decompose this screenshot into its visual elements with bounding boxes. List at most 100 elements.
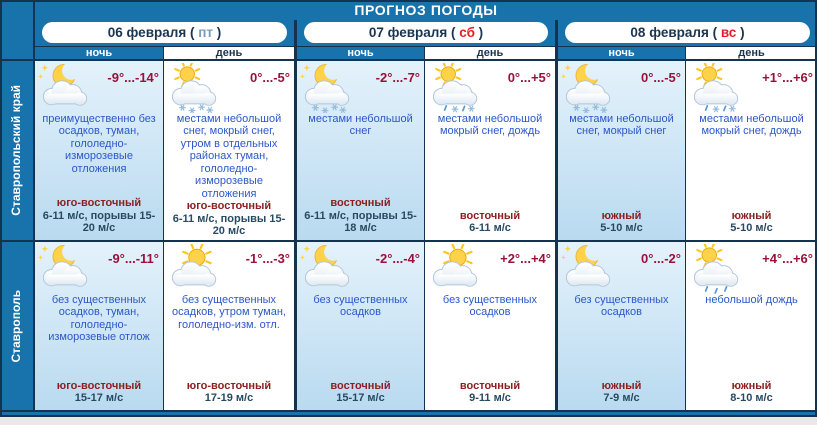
- date-pill: 08 февраля ( вс ): [565, 22, 810, 43]
- column-header-night: ночь: [555, 46, 685, 61]
- wind-info: южный 5-10 м/с: [689, 210, 814, 237]
- column-header-day: день: [163, 46, 294, 61]
- column-header-night: ночь: [294, 46, 424, 61]
- wind-speed: 6-11 м/с, порывы 15-20 м/с: [172, 212, 286, 238]
- date-tab-saturday: 07 февраля ( сб ): [294, 20, 555, 46]
- moon-cloud-icon: [36, 244, 94, 294]
- conditions-text: местами небольшой мокрый снег, дождь: [437, 113, 543, 138]
- wind-direction: восточный: [330, 197, 391, 210]
- conditions-text: преимущественно без осадков, туман, голо…: [42, 113, 156, 175]
- wind-direction: восточный: [459, 209, 521, 222]
- wind-info: юго-восточный 6-11 м/с, порывы 15-20 м/с: [167, 200, 291, 240]
- forecast-cell: +2°...+4° без существенных осадков восто…: [424, 240, 555, 410]
- date-label: 06 февраля: [107, 25, 187, 40]
- date-tab-sunday: 08 февраля ( вс ): [555, 20, 817, 46]
- wind-direction: южный: [731, 379, 772, 392]
- column-header-day: день: [424, 46, 555, 61]
- forecast-cell: -9°...-11° без существенных осадков, тум…: [33, 240, 163, 410]
- wind-direction: южный: [601, 209, 642, 222]
- forecast-cell: -2°...-4° без существенных осадков восто…: [294, 240, 424, 410]
- temperature-range: -2°...-4°: [375, 251, 420, 266]
- wind-speed: 5-10 м/с: [730, 222, 773, 235]
- wind-direction: южный: [601, 379, 642, 392]
- sun-cloud-sleet-icon: [426, 63, 484, 113]
- forecast-cell: +4°...+6° небольшой дождь южный 8-10 м/с: [685, 240, 817, 410]
- temperature-range: +1°...+6°: [762, 70, 813, 85]
- wind-info: южный 7-9 м/с: [561, 380, 682, 407]
- date-label: 07 февраля: [368, 25, 448, 40]
- wind-direction: восточный: [459, 379, 521, 392]
- wind-info: восточный 6-11 м/с: [428, 210, 552, 237]
- conditions-text: местами небольшой снег, мокрый снег, утр…: [176, 113, 282, 200]
- wind-speed: 15-17 м/с: [336, 392, 385, 405]
- date-pill: 07 февраля ( сб ): [304, 22, 548, 43]
- temperature-range: +2°...+4°: [500, 251, 551, 266]
- moon-cloud-icon: [298, 244, 356, 294]
- sun-cloud-icon: [426, 244, 484, 294]
- wind-speed: 7-9 м/с: [603, 392, 640, 405]
- forecast-cell: 0°...-5° местами небольшой снег, мокрый …: [555, 61, 685, 240]
- temperature-range: 0°...-2°: [640, 251, 681, 266]
- wind-info: юго-восточный 17-19 м/с: [167, 380, 291, 407]
- wind-speed: 6-11 м/с, порывы 15-20 м/с: [42, 209, 156, 235]
- conditions-text: без существенных осадков: [442, 294, 538, 319]
- temperature-range: -1°...-3°: [245, 251, 290, 266]
- wind-speed: 5-10 м/с: [600, 222, 643, 235]
- column-header-day: день: [685, 46, 817, 61]
- forecast-cell: 0°...-2° без существенных осадков южный 7…: [555, 240, 685, 410]
- wind-speed: 15-17 м/с: [74, 392, 124, 405]
- wind-speed: 6-11 м/с: [469, 222, 511, 235]
- page-title: ПРОГНОЗ ПОГОДЫ: [33, 0, 817, 20]
- region-label-stavropol: Ставрополь: [0, 240, 33, 410]
- day-of-week: сб: [459, 25, 475, 40]
- date-tab-friday: 06 февраля ( пт ): [33, 20, 294, 46]
- forecast-cell: -1°...-3° без существенных осадков, утро…: [163, 240, 294, 410]
- forecast-cell: -2°...-7° местами небольшой снег восточн…: [294, 61, 424, 240]
- conditions-text: без существенных осадков, утром туман, г…: [172, 294, 286, 331]
- corner-cell: [0, 0, 33, 61]
- forecast-cell: -9°...-14° преимущественно без осадков, …: [33, 61, 163, 240]
- sun-cloud-snow-icon: [165, 63, 223, 113]
- region-label-stavropolsky-krai: Ставропольский край: [8, 85, 23, 216]
- wind-info: восточный 15-17 м/с: [300, 380, 421, 407]
- wind-direction: южный: [731, 209, 772, 222]
- conditions-text: без существенных осадков, туман, гололед…: [48, 294, 150, 344]
- sun-cloud-rain-icon: [687, 244, 745, 294]
- moon-cloud-icon: [559, 244, 617, 294]
- wind-direction: юго-восточный: [56, 379, 142, 392]
- wind-direction: восточный: [330, 379, 391, 392]
- conditions-text: местами небольшой снег, мокрый снег: [569, 113, 674, 138]
- forecast-cell: 0°...+5° местами небольшой мокрый снег, …: [424, 61, 555, 240]
- conditions-text: без существенных осадков: [313, 294, 408, 319]
- wind-direction: юго-восточный: [186, 199, 272, 212]
- forecast-cell: +1°...+6° местами небольшой мокрый снег,…: [685, 61, 817, 240]
- temperature-range: -2°...-7°: [375, 70, 420, 85]
- moon-cloud-snow-icon: [298, 63, 356, 113]
- day-of-week: пт: [198, 25, 213, 40]
- wind-info: южный 5-10 м/с: [561, 210, 682, 237]
- wind-info: восточный 6-11 м/с, порывы 15-18 м/с: [300, 197, 421, 237]
- wind-direction: юго-восточный: [56, 197, 142, 210]
- wind-info: восточный 9-11 м/с: [428, 380, 552, 407]
- date-label: 08 февраля: [630, 25, 709, 40]
- wind-speed: 17-19 м/с: [204, 392, 254, 405]
- moon-cloud-snow-icon: [559, 63, 617, 113]
- wind-info: южный 8-10 м/с: [689, 380, 814, 407]
- wind-speed: 8-10 м/с: [730, 392, 773, 405]
- conditions-text: небольшой дождь: [705, 294, 798, 306]
- sun-cloud-icon: [165, 244, 223, 294]
- wind-info: юго-восточный 6-11 м/с, порывы 15-20 м/с: [38, 197, 160, 237]
- sun-cloud-sleet-icon: [687, 63, 745, 113]
- temperature-range: 0°...+5°: [507, 70, 551, 85]
- conditions-text: без существенных осадков: [574, 294, 669, 319]
- wind-direction: юго-восточный: [186, 379, 272, 392]
- table-bottom-border: [0, 410, 817, 417]
- wind-speed: 6-11 м/с, порывы 15-18 м/с: [304, 209, 417, 235]
- temperature-range: 0°...-5°: [249, 70, 290, 85]
- date-pill: 06 февраля ( пт ): [42, 22, 287, 43]
- conditions-text: местами небольшой снег: [308, 113, 413, 138]
- temperature-range: -9°...-14°: [107, 70, 159, 85]
- wind-info: юго-восточный 15-17 м/с: [38, 380, 160, 407]
